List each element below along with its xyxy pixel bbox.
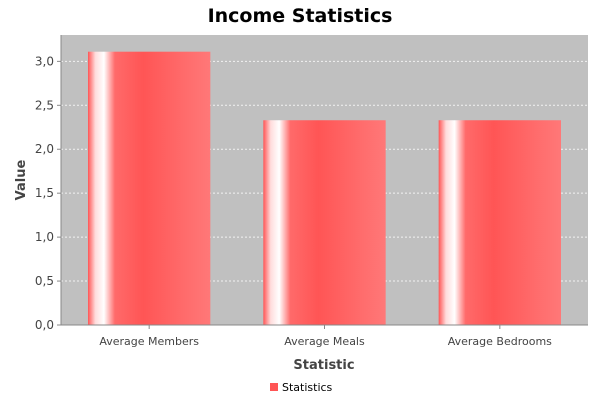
y-axis-title: Value [14, 159, 29, 200]
bar [88, 51, 211, 326]
y-tick-label: 1,5 [35, 186, 54, 200]
y-tick-label: 0,0 [35, 318, 54, 332]
x-tick-label: Average Members [99, 335, 199, 348]
legend-swatch [270, 383, 278, 391]
bars [88, 51, 561, 326]
y-tick-label: 2,5 [35, 98, 54, 112]
x-tick-label: Average Meals [284, 335, 365, 348]
bar [263, 120, 386, 325]
x-axis-title: Statistic [293, 358, 354, 373]
x-tick-label: Average Bedrooms [448, 335, 552, 348]
legend: Statistics [270, 381, 333, 394]
y-tick-label: 2,0 [35, 142, 54, 156]
chart-title: Income Statistics [208, 5, 393, 27]
bar [438, 120, 561, 325]
x-ticks: Average Members Average Meals Average Bedr… [99, 325, 552, 348]
y-ticks: 0,0 0,5 1,0 1,5 2,0 2,5 3,0 [35, 54, 61, 332]
y-tick-label: 1,0 [35, 230, 54, 244]
y-tick-label: 3,0 [35, 54, 54, 68]
legend-label: Statistics [282, 381, 333, 394]
y-tick-label: 0,5 [35, 274, 54, 288]
